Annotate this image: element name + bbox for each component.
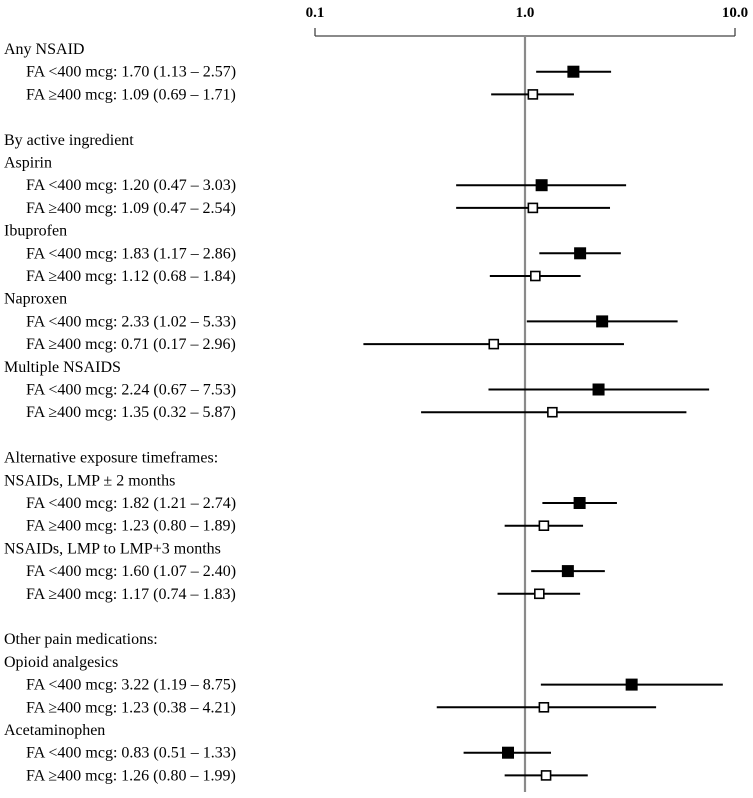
point-estimate-open <box>527 89 539 100</box>
point-estimate-open <box>547 406 558 418</box>
group-header: NSAIDs, LMP ± 2 months <box>4 472 175 489</box>
estimate-label: FA <400 mcg: 1.70 (1.13 – 2.57) <box>26 64 236 81</box>
group-header: Aspirin <box>4 155 52 172</box>
group-header: By active ingredient <box>4 132 134 149</box>
estimate-label: FA ≥400 mcg: 1.17 (0.74 – 1.83) <box>26 586 236 603</box>
estimate-label: FA ≥400 mcg: 1.35 (0.32 – 5.87) <box>26 404 236 421</box>
estimate-label: FA ≥400 mcg: 1.23 (0.38 – 4.21) <box>26 699 236 716</box>
point-estimate-filled <box>561 565 574 578</box>
estimate-label: FA <400 mcg: 0.83 (0.51 – 1.33) <box>26 745 236 762</box>
x-tick-label-0: 0.1 <box>306 5 325 21</box>
group-header: Other pain medications: <box>4 631 158 648</box>
estimate-label: FA ≥400 mcg: 0.71 (0.17 – 2.96) <box>26 336 236 353</box>
point-estimate-open <box>534 588 545 600</box>
point-estimate-open <box>530 270 541 282</box>
point-estimate-filled <box>573 497 586 509</box>
group-header: Any NSAID <box>4 41 84 58</box>
row-labels: Any NSAID FA <400 mcg: 1.70 (1.13 – 2.57)… <box>4 41 236 784</box>
estimate-label: FA ≥400 mcg: 1.09 (0.47 – 2.54) <box>26 200 236 217</box>
estimate-label: FA ≥400 mcg: 1.09 (0.69 – 1.71) <box>26 86 236 103</box>
estimate-label: FA <400 mcg: 1.20 (0.47 – 3.03) <box>26 177 236 194</box>
point-estimate-open <box>540 770 552 781</box>
group-header: Multiple NSAIDS <box>4 359 121 376</box>
group-header: NSAIDs, LMP to LMP+3 months <box>4 540 221 557</box>
estimate-label: FA ≥400 mcg: 1.12 (0.68 – 1.84) <box>26 268 236 285</box>
point-estimate-filled <box>592 383 605 396</box>
group-header: Opioid analgesics <box>4 654 118 671</box>
group-header: Alternative exposure timeframes: <box>4 450 218 467</box>
estimate-label: FA ≥400 mcg: 1.23 (0.80 – 1.89) <box>26 518 236 535</box>
point-estimate-filled <box>567 65 580 78</box>
group-header: Ibuprofen <box>4 223 67 240</box>
point-estimate-open <box>538 701 550 713</box>
point-estimate-filled <box>574 247 587 260</box>
point-estimate-filled <box>625 678 638 691</box>
estimate-label: FA <400 mcg: 1.60 (1.07 – 2.40) <box>26 563 236 580</box>
estimates <box>363 65 723 781</box>
x-tick-label-1: 1.0 <box>516 5 535 21</box>
estimate-label: FA <400 mcg: 3.22 (1.19 – 8.75) <box>26 677 236 694</box>
point-estimate-open <box>527 202 539 214</box>
estimate-label: FA <400 mcg: 1.82 (1.21 – 2.74) <box>26 495 236 512</box>
point-estimate-open <box>488 338 500 350</box>
group-header: Acetaminophen <box>4 722 105 739</box>
estimate-label: FA <400 mcg: 2.33 (1.02 – 5.33) <box>26 313 236 330</box>
estimate-label: FA ≥400 mcg: 1.26 (0.80 – 1.99) <box>26 767 236 784</box>
point-estimate-open <box>538 520 550 532</box>
estimate-label: FA <400 mcg: 2.24 (0.67 – 7.53) <box>26 382 236 399</box>
x-tick-label-2: 10.0 <box>722 5 748 21</box>
estimate-label: FA <400 mcg: 1.83 (1.17 – 2.86) <box>26 245 236 262</box>
group-header: Naproxen <box>4 291 67 308</box>
point-estimate-filled <box>596 315 609 328</box>
point-estimate-filled <box>535 179 548 192</box>
x-axis: 0.1 1.0 10.0 <box>306 5 748 792</box>
point-estimate-filled <box>502 746 515 759</box>
